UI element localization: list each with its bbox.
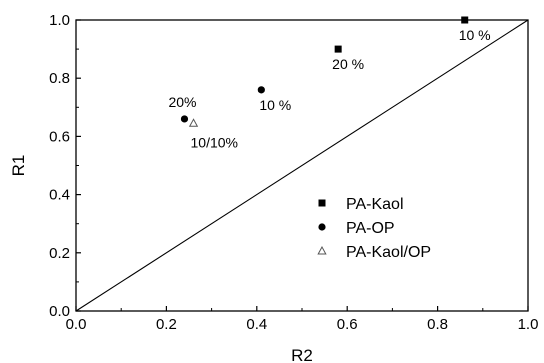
point-label: 10 % [459,27,491,43]
y-tick-label: 0.6 [49,128,70,145]
data-point [461,16,469,24]
x-axis-title: R2 [291,346,313,363]
x-tick-label: 0.8 [427,316,448,333]
point-label: 20 % [332,56,364,72]
x-tick-label: 1.0 [518,316,539,333]
y-tick-label: 1.0 [49,12,70,29]
y-axis-title: R1 [9,155,28,177]
legend-marker [318,223,326,231]
legend: PA-Kaol PA-OP PA-Kaol/OP [317,196,431,261]
legend-label: PA-OP [346,220,395,237]
plot-frame [75,19,529,312]
data-point [257,86,265,94]
data-point [334,45,342,53]
x-tick-label: 0.0 [66,316,87,333]
legend-label: PA-Kaol [346,196,404,213]
data-point [188,118,199,127]
x-tick-label: 0.4 [246,316,267,333]
y-tick-label: 0.0 [49,303,70,320]
y-tick-label: 0.8 [49,70,70,87]
y-tick-labels: 0.0 0.2 0.4 0.6 0.8 1.0 [49,12,70,320]
point-annotations: 20 % 10 % 20% 10 % 10/10% [168,27,490,150]
point-label: 10/10% [191,134,238,150]
data-point [180,115,189,123]
diagonal-reference-line [75,19,529,312]
x-tick-labels: 0.0 0.2 0.4 0.6 0.8 1.0 [66,316,539,333]
data-points [180,16,469,127]
legend-marker [317,245,327,255]
point-label: 20% [168,94,196,110]
y-tick-label: 0.4 [49,187,70,204]
point-label: 10 % [259,97,291,113]
x-tick-label: 0.2 [156,316,177,333]
legend-marker [318,199,326,207]
y-tick-label: 0.2 [49,245,70,262]
x-tick-label: 0.6 [337,316,358,333]
legend-label: PA-Kaol/OP [346,244,431,261]
